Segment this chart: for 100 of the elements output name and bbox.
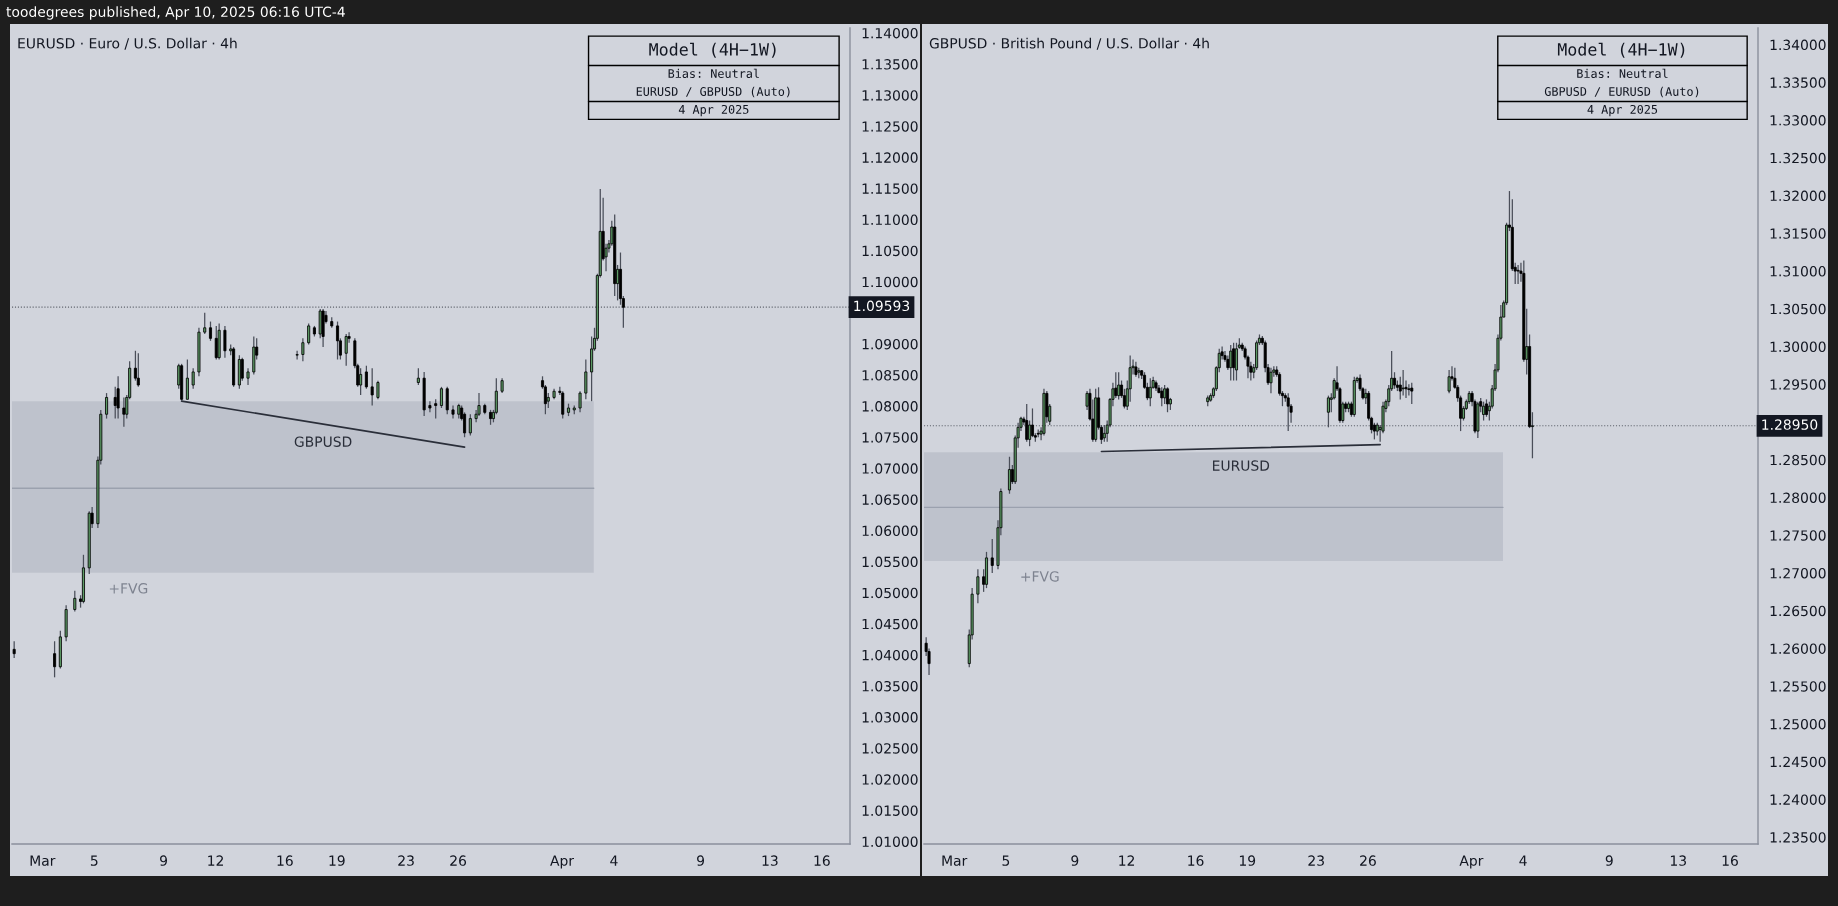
candlestick — [561, 390, 565, 420]
x-tick-label: 12 — [208, 855, 223, 866]
y-tick-label: 1.03000 — [862, 712, 918, 723]
y-tick-label: 1.33500 — [1770, 77, 1826, 88]
y-tick-label: 1.01500 — [862, 805, 918, 816]
candlestick — [364, 365, 368, 390]
candlestick — [53, 640, 57, 678]
candlestick — [584, 358, 588, 400]
candlestick — [985, 551, 988, 589]
candlestick — [1482, 401, 1486, 422]
x-tick-label: 5 — [90, 855, 98, 866]
candlestick — [301, 337, 305, 362]
y-tick-label: 1.04500 — [862, 618, 918, 630]
y-tick-label: 1.06500 — [862, 494, 918, 505]
candlestick — [370, 367, 374, 407]
x-tick-label: 23 — [398, 855, 414, 866]
x-tick-label: 4 — [1519, 855, 1527, 866]
y-tick-label: 1.28500 — [1770, 454, 1826, 466]
x-tick-label: 12 — [1119, 855, 1135, 866]
y-tick-label: 1.02000 — [862, 774, 918, 785]
candlestick — [1447, 369, 1451, 394]
x-tick-label: 9 — [1605, 855, 1613, 866]
x-tick-label: 13 — [762, 855, 778, 866]
candlestick — [191, 367, 195, 390]
x-tick-label: Apr — [1459, 855, 1484, 869]
y-tick-label: 1.14000 — [862, 27, 918, 39]
y-tick-label: 1.05000 — [862, 587, 918, 599]
x-tick-label: 26 — [1360, 855, 1376, 866]
x-tick-label: 13 — [1670, 855, 1686, 866]
y-tick-label: 1.29500 — [1770, 379, 1826, 390]
ref-line-label: 1.09593 — [854, 300, 910, 312]
annotation: 4 Apr 2025 — [678, 104, 749, 117]
candlestick — [445, 386, 449, 415]
y-tick-label: 1.24500 — [1770, 756, 1826, 768]
x-tick-label: 26 — [450, 855, 467, 866]
y-tick-label: 1.07500 — [862, 432, 918, 443]
candlestick — [1326, 394, 1330, 428]
y-tick-label: 1.26500 — [1770, 605, 1826, 617]
y-tick-label: 1.31500 — [1770, 228, 1826, 239]
x-tick-label: Mar — [942, 855, 968, 866]
candlestick — [1401, 369, 1405, 397]
annotation: GBPUSD / EURUSD (Auto) — [1544, 86, 1699, 98]
candlestick — [223, 325, 227, 359]
x-tick-label: 16 — [1188, 855, 1204, 866]
y-tick-label: 1.07000 — [862, 463, 918, 474]
y-tick-label: 1.12000 — [862, 152, 918, 163]
chart-subtitle: toodegrees published, Apr 10, 2025 06:16 UTC-4 — [6, 6, 345, 20]
candlestick — [1516, 264, 1520, 285]
y-tick-label: 1.10500 — [862, 245, 918, 257]
y-tick-label: 1.13500 — [862, 59, 918, 70]
y-tick-label: 1.11000 — [862, 214, 918, 226]
x-tick-label: 9 — [160, 855, 168, 866]
y-tick-label: 1.06000 — [862, 525, 918, 537]
candlestick — [428, 400, 432, 413]
candlestick — [208, 320, 212, 342]
candlestick — [376, 380, 380, 400]
y-tick-label: 1.08000 — [862, 401, 918, 412]
annotation: Bias: Neutral — [668, 68, 759, 78]
annotation: Model (4H−1W) — [649, 42, 776, 58]
y-tick-label: 1.25000 — [1770, 718, 1826, 730]
x-tick-label: Mar — [30, 855, 56, 866]
y-tick-label: 1.31000 — [1770, 266, 1826, 277]
x-tick-label: 23 — [1308, 855, 1324, 866]
candlestick — [567, 403, 570, 417]
candlestick — [295, 350, 299, 361]
candlestick — [203, 312, 207, 335]
y-tick-label: 1.34000 — [1770, 39, 1826, 51]
ref-line-label: 1.28950 — [1762, 419, 1818, 430]
candlestick — [578, 390, 582, 413]
candlestick — [105, 392, 109, 420]
text: +FVG — [109, 583, 148, 594]
y-tick-label: 1.04000 — [862, 649, 918, 661]
y-tick-label: 1.11500 — [862, 183, 918, 194]
candlestick — [116, 375, 120, 420]
candlestick — [336, 320, 340, 361]
y-tick-label: 1.32000 — [1770, 190, 1826, 202]
y-tick-label: 1.27000 — [1770, 567, 1826, 579]
candlestick — [240, 357, 244, 382]
x-tick-label: 9 — [697, 855, 705, 866]
y-tick-label: 1.28000 — [1770, 492, 1826, 503]
candlestick — [468, 413, 472, 437]
y-tick-label: 1.03500 — [862, 680, 918, 692]
y-tick-label: 1.26000 — [1770, 643, 1826, 654]
candlestick — [344, 333, 348, 367]
x-tick-label: 19 — [329, 855, 345, 866]
y-tick-label: 1.25500 — [1770, 681, 1826, 692]
x-tick-label: 19 — [1239, 855, 1256, 866]
x-tick-label: Apr — [550, 855, 575, 869]
x-tick-label: 16 — [1722, 855, 1738, 866]
y-tick-label: 1.32500 — [1770, 152, 1826, 164]
candlestick — [990, 538, 994, 574]
y-tick-label: 1.33000 — [1770, 115, 1826, 126]
y-tick-label: 1.23500 — [1770, 832, 1826, 843]
y-tick-label: 1.09000 — [862, 338, 918, 350]
annotation: EURUSD / GBPUSD (Auto) — [636, 86, 790, 98]
y-tick-label: 1.05500 — [862, 556, 918, 568]
candlestick — [359, 367, 363, 396]
y-tick-label: 1.10000 — [862, 276, 918, 288]
text: EURUSD · Euro / U.S. Dollar · 4h — [18, 37, 237, 50]
x-tick-label: 16 — [277, 855, 293, 866]
